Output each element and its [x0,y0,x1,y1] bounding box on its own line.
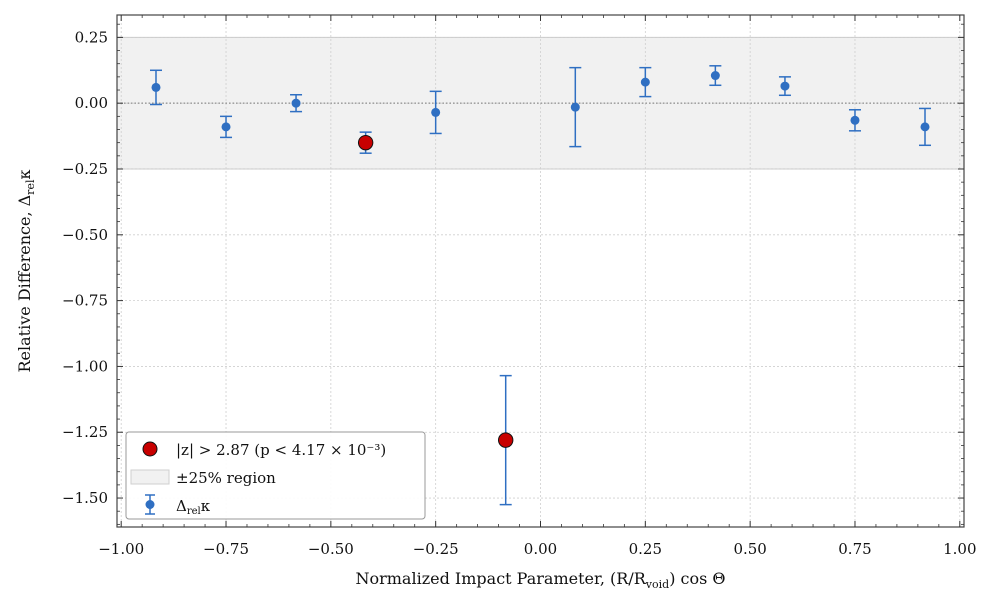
highlight-point-0 [357,134,374,151]
legend-series-marker [145,500,155,509]
data-point-10 [850,115,860,125]
data-layer [149,65,932,506]
data-point-8 [710,71,720,81]
y-tick-label-6: −1.25 [62,423,108,441]
y-tick-label-3: −0.50 [62,226,108,244]
x-tick-label-1: −0.75 [203,540,249,558]
data-point-0 [151,82,161,92]
data-point-9 [780,81,790,91]
x-tick-label-0: −1.00 [98,540,144,558]
data-point-2 [291,98,301,108]
data-point-1 [221,122,231,132]
data-point-4 [431,107,441,117]
y-tick-label-4: −0.75 [62,292,108,310]
tick-layer: −1.00 −0.75 −0.50 −0.25 0.00 0.25 0.50 0.75 1.00… [62,15,977,558]
y-tick-label-5: −1.00 [62,357,108,375]
highlight-point-1 [497,432,514,448]
x-tick-label-2: −0.50 [308,540,354,558]
legend-band-label: ±25% region [176,469,276,487]
y-tick-label-7: −1.50 [62,489,108,507]
data-point-6 [570,102,580,112]
legend-highlight-label: |z| > 2.87 (p < 4.17 × 10⁻³) [176,441,386,459]
x-tick-label-3: −0.25 [413,540,459,558]
legend-box [125,431,426,520]
data-point-7 [640,77,650,87]
x-tick-label-5: 0.25 [629,540,662,558]
legend-band-swatch [130,469,170,485]
x-tick-label-6: 0.50 [733,540,766,558]
legend-series-label: Δrelκ [176,497,211,517]
x-tick-label-7: 0.75 [838,540,871,558]
y-axis-label: Relative Difference, Δrelκ [15,170,37,373]
y-tick-label-0: 0.25 [75,28,108,46]
data-point-11 [920,122,930,132]
x-tick-label-4: 0.00 [524,540,557,558]
x-tick-label-8: 1.00 [943,540,976,558]
legend-highlight-marker [142,441,158,457]
y-tick-label-1: 0.00 [75,94,108,112]
legend: |z| > 2.87 (p < 4.17 × 10⁻³) ±25% region… [125,431,426,520]
y-tick-label-2: −0.25 [62,160,108,178]
x-axis-label: Normalized Impact Parameter, (R/Rvoid) c… [355,569,725,591]
